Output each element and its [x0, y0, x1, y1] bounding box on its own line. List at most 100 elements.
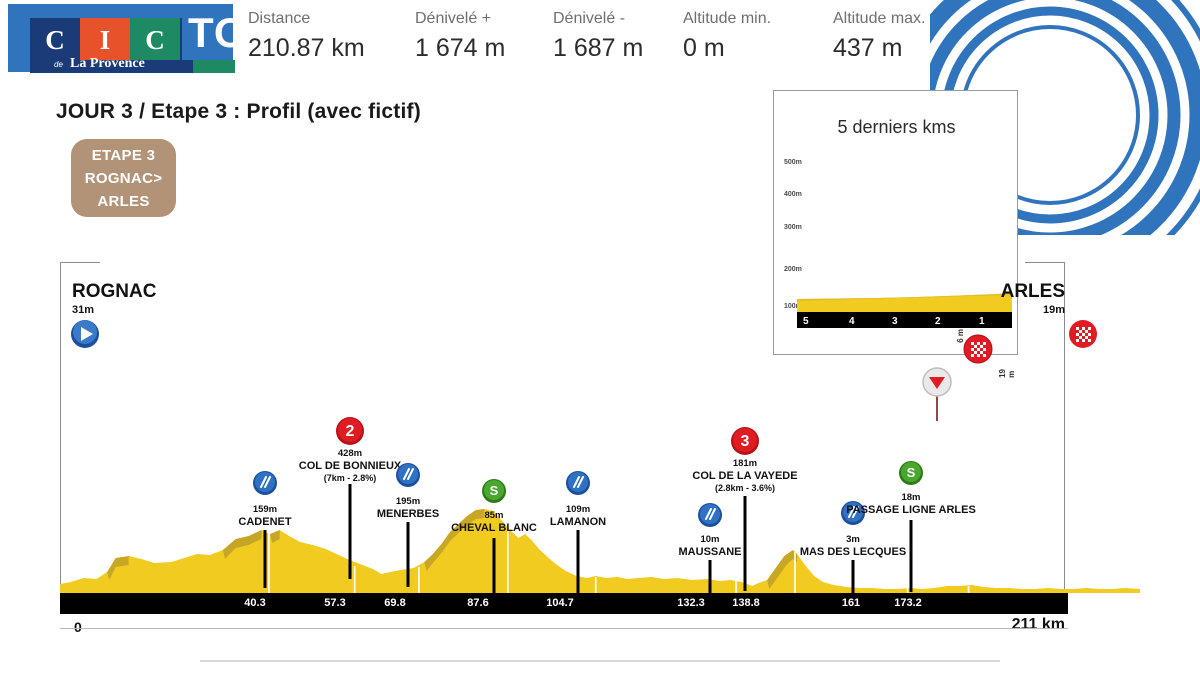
poi-altitude: 428m [337, 448, 363, 459]
poi-label: 3m MAS DES LECQUES [800, 534, 906, 558]
sprint-marker-icon [922, 367, 952, 397]
poi-altitude: 181m [732, 458, 758, 469]
road-km-label: 173.2 [894, 597, 922, 609]
poi-detail: (2.8km - 3.6%) [714, 483, 776, 493]
stage-badge-line-1: ETAPE 3 [91, 147, 156, 164]
stat-label: Distance [248, 10, 311, 27]
poi-label: 159m CADENET [238, 504, 291, 528]
provence-prefix: de [54, 60, 63, 69]
stat-label: Dénivelé + [415, 10, 492, 27]
axis-left-cap [60, 262, 100, 263]
header-bar: C I C TOUR de La Provence Distance 210.87… [0, 0, 1200, 235]
stat-4: Altitude max. 437 m [833, 10, 925, 63]
poi-altitude: 109m [565, 504, 591, 515]
stat-label: Dénivelé - [553, 10, 626, 27]
climb-category-icon: 2 [336, 417, 364, 445]
inset-y-tick: 400m [784, 191, 802, 198]
inset-km-tick: 3 [892, 316, 898, 327]
poi-icon[interactable] [395, 462, 421, 493]
stat-label: Altitude max. [833, 10, 926, 27]
poi-stem [851, 560, 855, 595]
distance-end-label: 211 km [1011, 616, 1065, 633]
finish-flag-icon [963, 334, 993, 364]
poi-altitude: 18m [901, 492, 921, 503]
start-play-icon [71, 320, 99, 348]
finish-city-label: ARLES [1000, 281, 1065, 302]
distance-start-label: 0 [74, 619, 82, 635]
poi-icon[interactable]: 2 [335, 416, 365, 451]
village-marker-icon [253, 471, 277, 495]
cic-letter-1: C [30, 18, 80, 62]
road-km-label: 87.6 [467, 597, 489, 609]
page-title: JOUR 3 / Etape 3 : Profil (avec fictif) [56, 100, 421, 123]
poi-name: COL DE LA VAYEDE [692, 470, 798, 482]
start-altitude-label: 31m [72, 304, 95, 316]
inset-km-tick: 4 [849, 316, 855, 327]
stat-value: 210.87 km [248, 34, 365, 62]
stage-profile-chart: ROGNAC 31m ARLES 19m [60, 262, 1140, 635]
cic-letter-3: C [130, 18, 180, 62]
inset-y-tick: 200m [784, 266, 802, 273]
poi-label: 181m COL DE LA VAYEDE (2.8km - 3.6%) [692, 458, 797, 494]
poi-icon[interactable] [252, 470, 278, 501]
poi-icon[interactable] [697, 502, 723, 533]
bottom-divider [200, 660, 1000, 662]
poi-icon[interactable] [565, 470, 591, 501]
poi-stem [576, 530, 580, 595]
road-km-label: 138.8 [732, 597, 760, 609]
finish-flag-icon [1069, 320, 1097, 348]
poi-label: 195m MENERBES [377, 496, 439, 520]
stat-2: Dénivelé - 1 687 m [553, 10, 643, 63]
distance-road-bar [60, 593, 1068, 614]
stage-badge-line-3: ARLES [97, 193, 150, 210]
poi-icon[interactable]: S [898, 460, 924, 491]
provence-bar [30, 60, 226, 73]
svg-text:S: S [907, 465, 916, 480]
poi-name: LAMANON [549, 516, 607, 528]
stat-1: Dénivelé + 1 674 m [415, 10, 505, 63]
poi-icon[interactable]: 3 [730, 426, 760, 461]
inset-km-tick: 1 [979, 316, 985, 327]
climb-category-icon: 3 [731, 427, 759, 455]
poi-icon[interactable]: S [481, 478, 507, 509]
inset-terrain-profile [797, 293, 1012, 312]
cic-tour-de-la-provence-logo: C I C TOUR de La Provence [8, 4, 309, 73]
inset-y-tick: 500m [784, 159, 802, 166]
axis-right [1064, 262, 1065, 592]
tour-ring-icon [258, 20, 300, 62]
poi-altitude: 85m [484, 510, 504, 521]
poi-label: 18m PASSAGE LIGNE ARLES [846, 492, 976, 516]
poi-label: 109m LAMANON [550, 504, 606, 528]
inset-sprint-stem [936, 391, 938, 421]
poi-name: COL DE BONNIEUX [298, 460, 402, 472]
inset-road-bar [797, 312, 1012, 328]
axis-right-cap [1025, 262, 1065, 263]
village-marker-icon [841, 501, 865, 525]
poi-name: MAS DES LECQUES [799, 546, 907, 558]
poi-stem [263, 530, 267, 588]
poi-altitude: 195m [395, 496, 421, 507]
stat-value: 1 674 m [415, 34, 506, 62]
stat-label: Altitude min. [683, 10, 772, 27]
poi-name: MENERBES [376, 508, 440, 520]
final-kilometres-inset: 5 derniers kms 500m 400m 300m 200m 100m 5 4 3 2… [773, 90, 1018, 421]
poi-stem [909, 520, 913, 592]
start-city-label: ROGNAC [72, 281, 157, 302]
svg-text:2: 2 [346, 423, 355, 440]
inset-km-tick: 5 [803, 316, 809, 327]
poi-label: 85m CHEVAL BLANC [451, 510, 537, 534]
poi-stem [708, 560, 712, 595]
village-marker-icon [698, 503, 722, 527]
poi-icon[interactable] [840, 500, 866, 531]
poi-altitude: 159m [252, 504, 278, 515]
road-km-label: 132.3 [677, 597, 705, 609]
poi-name: CHEVAL BLANC [451, 522, 537, 534]
road-km-label: 161 [841, 597, 861, 609]
provence-bar-green [193, 60, 235, 73]
poi-label: 428m COL DE BONNIEUX (7km - 2.8%) [299, 448, 401, 484]
finish-altitude-label: 19m [1042, 304, 1065, 316]
axis-left [60, 262, 61, 592]
stage-badge: ETAPE 3 ROGNAC> ARLES [71, 139, 176, 217]
inset-title: 5 derniers kms [837, 117, 956, 137]
provence-wordmark: La Provence [70, 56, 145, 71]
